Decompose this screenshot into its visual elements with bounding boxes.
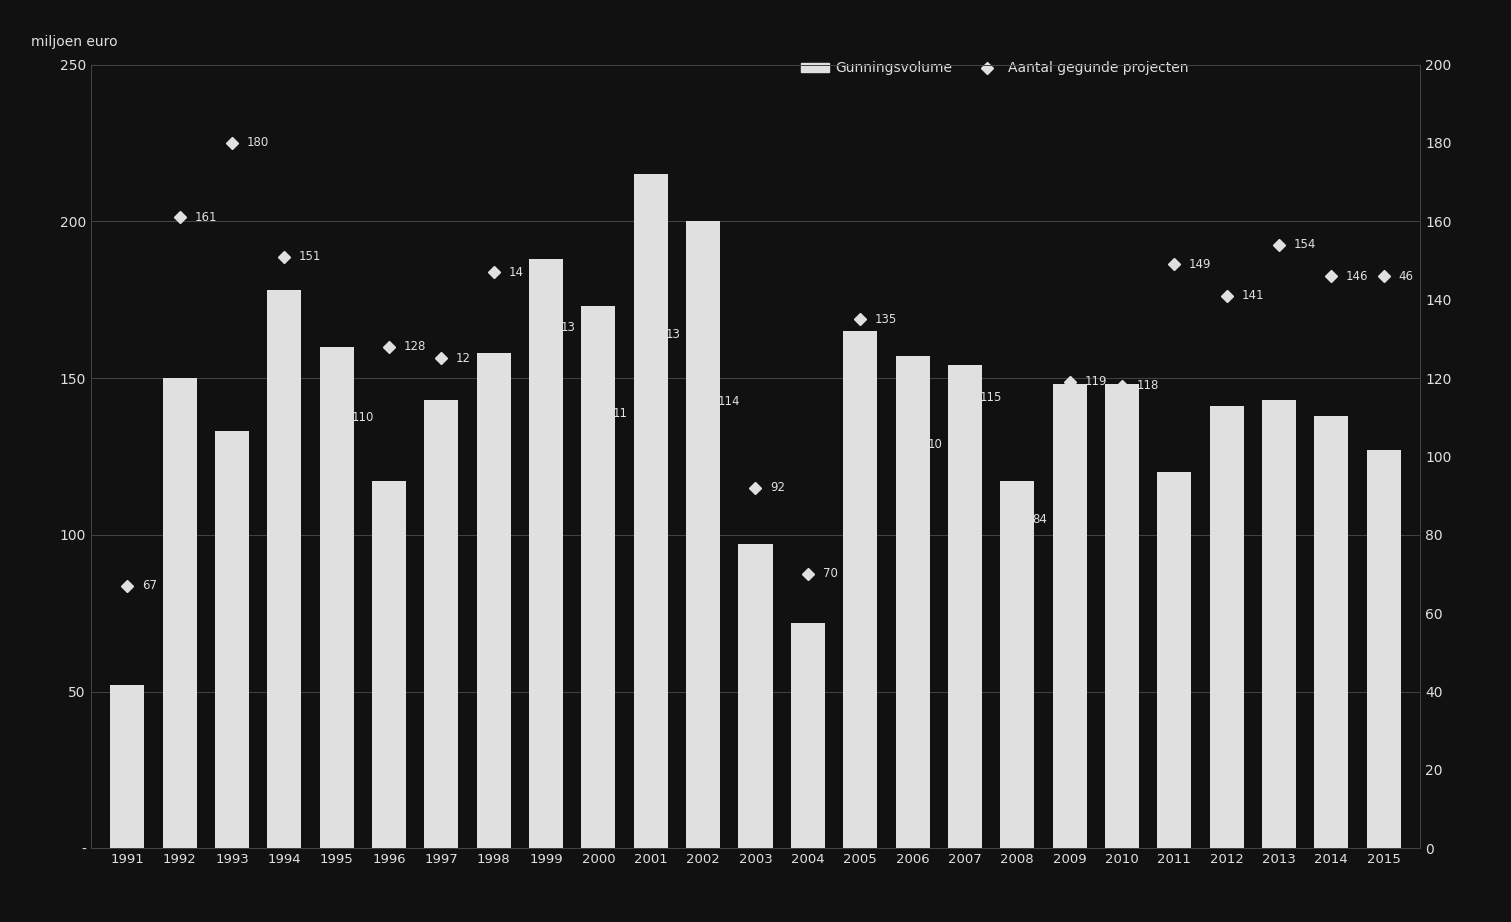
Text: 13: 13 [665,328,680,341]
Text: 154: 154 [1293,238,1316,252]
Legend: Gunningsvolume, Aantal gegunde projecten: Gunningsvolume, Aantal gegunde projecten [795,56,1194,81]
Text: 67: 67 [142,579,157,592]
Text: 135: 135 [875,313,898,325]
Bar [843,331,878,848]
Bar [477,353,511,848]
Text: 128: 128 [403,340,426,353]
Text: 146: 146 [1346,269,1369,283]
Bar [529,259,564,848]
Bar [582,306,615,848]
Text: 70: 70 [822,567,837,581]
Bar [267,290,301,848]
Text: 141: 141 [1242,290,1263,302]
Bar [215,431,249,848]
Text: 119: 119 [1085,375,1106,388]
Bar [1053,384,1086,848]
Bar [1210,407,1244,848]
Bar [110,685,145,848]
Bar [1262,400,1296,848]
Text: 13: 13 [561,321,576,334]
Text: 84: 84 [1032,513,1047,526]
Text: 151: 151 [299,250,322,263]
Text: 161: 161 [195,211,216,224]
Bar [1000,481,1034,848]
Text: 118: 118 [1136,379,1159,393]
Text: 12: 12 [456,352,471,365]
Bar [372,481,406,848]
Bar [425,400,458,848]
Text: 110: 110 [352,410,373,424]
Text: 92: 92 [771,481,786,494]
Bar [1315,416,1348,848]
Bar [320,347,354,848]
Text: 180: 180 [246,136,269,149]
Text: 14: 14 [508,266,523,278]
Bar [896,356,929,848]
Text: 115: 115 [979,391,1002,404]
Bar [163,378,196,848]
Bar [739,544,772,848]
Bar [1105,384,1139,848]
Text: 114: 114 [718,395,740,408]
Bar [686,221,721,848]
Text: 11: 11 [613,407,629,420]
Text: miljoen euro: miljoen euro [30,35,118,49]
Bar [1157,472,1191,848]
Bar [1366,450,1401,848]
Bar [633,174,668,848]
Text: 149: 149 [1189,258,1212,271]
Bar [947,365,982,848]
Bar [790,622,825,848]
Text: 46: 46 [1398,269,1413,283]
Text: 10: 10 [928,438,941,451]
